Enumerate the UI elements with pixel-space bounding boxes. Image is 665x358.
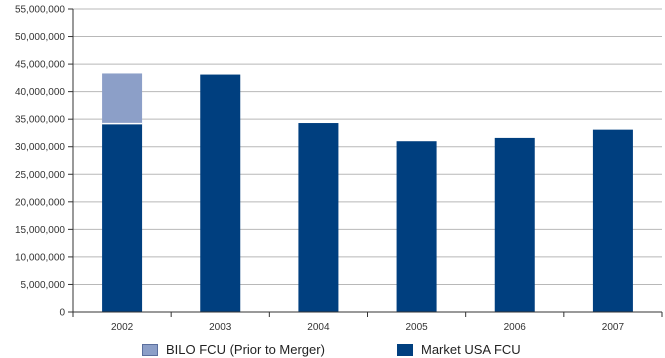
bars <box>102 73 633 313</box>
x-tick-label: 2003 <box>209 322 232 333</box>
x-tick-label: 2007 <box>602 322 625 333</box>
x-axis-tick-labels: 2002 2003 2004 2005 2006 2007 <box>111 322 625 333</box>
y-tick-label: 50,000,000 <box>15 32 65 43</box>
legend-item-market-usa: Market USA FCU <box>397 342 521 357</box>
bar-bilo-2002 <box>102 73 143 124</box>
x-tick-label: 2004 <box>307 322 330 333</box>
y-tick-label: 45,000,000 <box>15 60 65 71</box>
legend-label-market-usa: Market USA FCU <box>421 342 521 357</box>
y-tick-label: 55,000,000 <box>15 5 65 16</box>
y-tick-label: 40,000,000 <box>15 87 65 98</box>
legend-swatch-market-usa <box>397 343 413 356</box>
bar-market-usa-2006 <box>494 137 535 312</box>
legend-swatch-bilo <box>142 343 158 356</box>
y-tick-label: 25,000,000 <box>15 170 65 181</box>
x-tick-label: 2002 <box>111 322 134 333</box>
bar-chart: 0 5,000,000 10,000,000 15,000,000 20,000,000… <box>15 5 663 333</box>
bar-market-usa-2004 <box>298 123 339 313</box>
gridlines <box>73 8 662 285</box>
y-tick-label: 20,000,000 <box>15 197 65 208</box>
y-tick-label: 15,000,000 <box>15 225 65 236</box>
y-tick-label: 35,000,000 <box>15 115 65 126</box>
y-axis-tick-labels: 0 5,000,000 10,000,000 15,000,000 20,000,000… <box>15 5 66 319</box>
legend-label-bilo: BILO FCU (Prior to Merger) <box>166 342 325 357</box>
bar-market-usa-2005 <box>396 141 437 312</box>
legend-item-bilo: BILO FCU (Prior to Merger) <box>142 342 325 357</box>
y-tick-label: 5,000,000 <box>21 280 66 291</box>
y-tick-label: 30,000,000 <box>15 142 65 153</box>
y-tick-label: 10,000,000 <box>15 252 65 263</box>
legend: BILO FCU (Prior to Merger) Market USA FC… <box>0 340 665 358</box>
y-tick-label: 0 <box>59 308 65 319</box>
bar-market-usa-2007 <box>592 129 633 312</box>
x-tick-label: 2005 <box>405 322 428 333</box>
bar-market-usa-2003 <box>200 74 241 312</box>
bar-market-usa-2002 <box>102 123 143 313</box>
x-tick-label: 2006 <box>504 322 527 333</box>
axes <box>68 8 663 317</box>
